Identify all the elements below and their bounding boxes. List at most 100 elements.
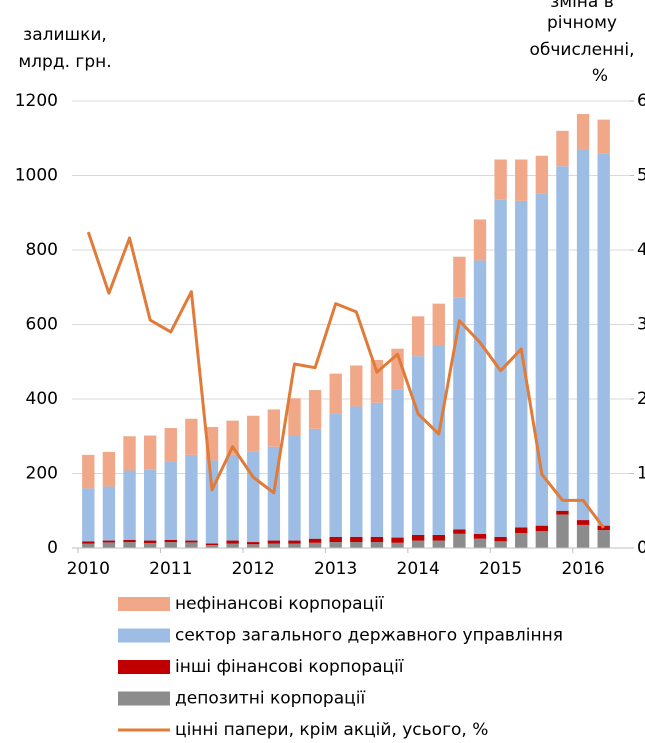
y2-axis-title: зміна в <box>550 0 614 12</box>
bar-segment <box>535 155 549 194</box>
x-tick-label: 2015 <box>479 559 522 579</box>
bar-segment <box>308 390 322 429</box>
bar-segment <box>535 525 549 532</box>
bar-segment <box>370 536 384 543</box>
bar-segment <box>556 514 569 548</box>
bar-segment <box>473 260 487 534</box>
legend-label: депозитні корпорації <box>175 689 365 709</box>
y-tick-label: 0 <box>47 538 58 558</box>
bar-segment <box>164 428 177 462</box>
bar-segment <box>82 541 95 544</box>
bar-segment <box>329 413 342 537</box>
bar-segment <box>432 534 445 541</box>
y2-tick-label: 10 <box>637 464 645 484</box>
bar-segment <box>494 536 507 542</box>
bar-segment <box>185 418 198 455</box>
bar-segment <box>576 520 590 525</box>
bar-segment <box>308 428 322 539</box>
bar-segment <box>597 153 610 526</box>
bar-segment <box>576 524 590 548</box>
y2-axis-title: % <box>592 66 608 86</box>
bar-segment <box>102 542 116 548</box>
y-tick-label: 600 <box>26 315 58 335</box>
legend-label: інші фінансові корпорації <box>175 657 404 677</box>
bar-segment <box>535 531 549 548</box>
bar-segment <box>267 540 281 544</box>
y2-tick-label: 30 <box>637 315 645 335</box>
bar-segment <box>288 543 301 548</box>
bar-segment <box>247 415 260 452</box>
bar-segment <box>432 540 445 548</box>
bar-segment <box>515 200 528 528</box>
bar-segment <box>288 398 301 436</box>
bar-segment <box>350 536 363 543</box>
bar-segment <box>515 159 528 201</box>
bar-segment <box>350 406 363 537</box>
bar-segment <box>473 219 487 261</box>
bar-segment <box>185 540 198 543</box>
bar-segment <box>350 365 363 407</box>
legend-swatch <box>118 597 170 611</box>
bar-segment <box>123 470 136 540</box>
bar-segment <box>453 529 466 534</box>
x-tick-label: 2010 <box>67 559 110 579</box>
bar-segment <box>411 540 425 548</box>
bar-segment <box>411 316 425 357</box>
bar-segment <box>226 540 239 544</box>
y-tick-label: 800 <box>26 240 58 260</box>
bar-segment <box>267 409 281 447</box>
y2-tick-label: 50 <box>637 166 645 186</box>
bar-segment <box>123 539 136 543</box>
bar-segment <box>556 510 569 515</box>
bar-segment <box>226 420 239 455</box>
bar-segment <box>473 533 487 539</box>
bar-segment <box>205 543 219 546</box>
bar-segment <box>535 193 549 526</box>
bar-segment <box>102 486 116 541</box>
bar-segment <box>82 488 95 542</box>
bar-segment <box>288 435 301 541</box>
bar-segment <box>288 540 301 544</box>
bar-segment <box>411 356 425 535</box>
bar-segment <box>267 543 281 548</box>
bar-segment <box>164 461 177 540</box>
bar-segment <box>494 541 507 548</box>
bar-segment <box>411 534 425 541</box>
bar-segment <box>247 451 260 543</box>
bar-segment <box>350 542 363 548</box>
bar-segment <box>329 536 342 543</box>
bar-segment <box>515 527 528 534</box>
bar-segment <box>102 451 116 487</box>
bar-segment <box>597 119 610 154</box>
bar-segment <box>391 542 404 548</box>
bar-segment <box>473 538 487 548</box>
y2-tick-label: 40 <box>637 240 645 260</box>
y-tick-label: 1200 <box>15 91 58 111</box>
bar-segment <box>515 533 528 548</box>
y2-tick-label: 20 <box>637 389 645 409</box>
bar-segment <box>205 460 219 544</box>
bar-segment <box>102 540 116 543</box>
bar-segment <box>247 542 260 545</box>
bar-segment <box>329 373 342 414</box>
bar-segment <box>432 303 445 345</box>
legend-swatch <box>118 691 170 706</box>
bar-segment <box>226 543 239 548</box>
legend-swatch <box>118 660 170 674</box>
x-tick-label: 2016 <box>561 559 604 579</box>
y-axis-title: залишки, <box>23 25 107 45</box>
x-tick-label: 2012 <box>232 559 275 579</box>
y2-tick-label: 60 <box>637 91 645 111</box>
bar-segment <box>453 256 466 298</box>
bar-segment <box>370 542 384 548</box>
bar-segment <box>185 542 198 548</box>
legend-label: цінні папери, крім акцій, усього, % <box>175 720 488 740</box>
bar-segment <box>391 537 404 543</box>
bar-segment <box>329 542 342 548</box>
bar-segment <box>556 130 569 167</box>
bar-segment <box>247 544 260 548</box>
bar-segment <box>205 545 219 548</box>
y-tick-label: 200 <box>26 464 58 484</box>
bar-segment <box>82 454 95 489</box>
